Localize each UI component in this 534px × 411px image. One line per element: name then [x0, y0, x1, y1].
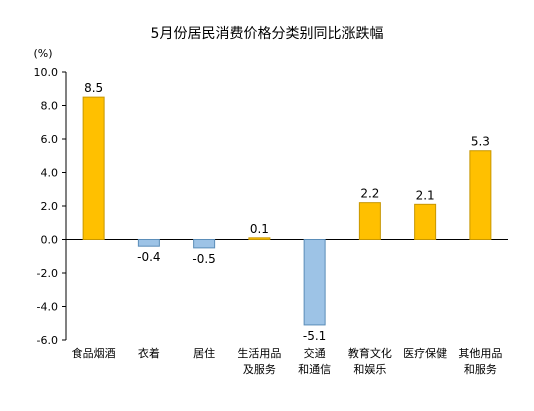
y-tick-label: 0.0 [41, 234, 59, 247]
x-category-label: 交通 [304, 346, 326, 360]
bar [414, 203, 437, 240]
bar [469, 150, 492, 241]
y-tick-label: 4.0 [41, 167, 59, 180]
x-category-label: 其他用品 [458, 347, 502, 360]
y-axis: 10.0 8.0 6.0 4.0 2.0 0.0 -2.0 -4.0 -6.0 [34, 66, 508, 347]
y-tick-label: 6.0 [41, 133, 59, 146]
y-tick-label: 2.0 [41, 200, 59, 213]
bar [303, 239, 326, 326]
bar-value-label: 2.1 [416, 188, 435, 202]
bars [82, 96, 492, 326]
y-tick-label: 8.0 [41, 100, 59, 113]
x-category-label: 医疗保健 [403, 346, 447, 360]
bar-value-label: -0.5 [192, 252, 215, 266]
x-category-label: 和服务 [464, 363, 497, 376]
x-category-label: 和通信 [298, 363, 331, 376]
bar [248, 237, 271, 240]
x-category-label: 生活用品 [237, 346, 281, 360]
x-category-label: 教育文化 [348, 346, 392, 360]
bar [358, 202, 381, 240]
y-tick-label: 10.0 [34, 66, 59, 79]
bar-value-label: 0.1 [250, 222, 269, 236]
bar-value-label: 5.3 [471, 135, 490, 149]
x-category-label: 衣着 [138, 346, 160, 360]
x-category-label: 食品烟酒 [72, 346, 116, 360]
bar-value-label: -0.4 [137, 250, 160, 264]
bar-value-label: 2.2 [360, 187, 379, 201]
x-category-label: 及服务 [243, 363, 276, 376]
bar-value-label: -5.1 [303, 329, 326, 343]
bar [193, 239, 216, 249]
y-tick-label: -2.0 [37, 267, 58, 280]
bar [137, 239, 160, 247]
bar-value-label: 8.5 [84, 81, 103, 95]
bar [82, 96, 105, 240]
y-tick-label: -4.0 [37, 301, 58, 314]
chart-title: 5月份居民消费价格分类别同比涨跌幅 [151, 26, 384, 42]
x-category-label: 和娱乐 [353, 362, 386, 376]
value-labels: 8.5 -0.4 -0.5 0.1 -5.1 2.2 2.1 5.3 [84, 81, 490, 343]
x-category-label: 居住 [193, 346, 215, 360]
y-axis-unit-label: (%) [33, 47, 52, 60]
y-tick-label: -6.0 [37, 334, 58, 347]
